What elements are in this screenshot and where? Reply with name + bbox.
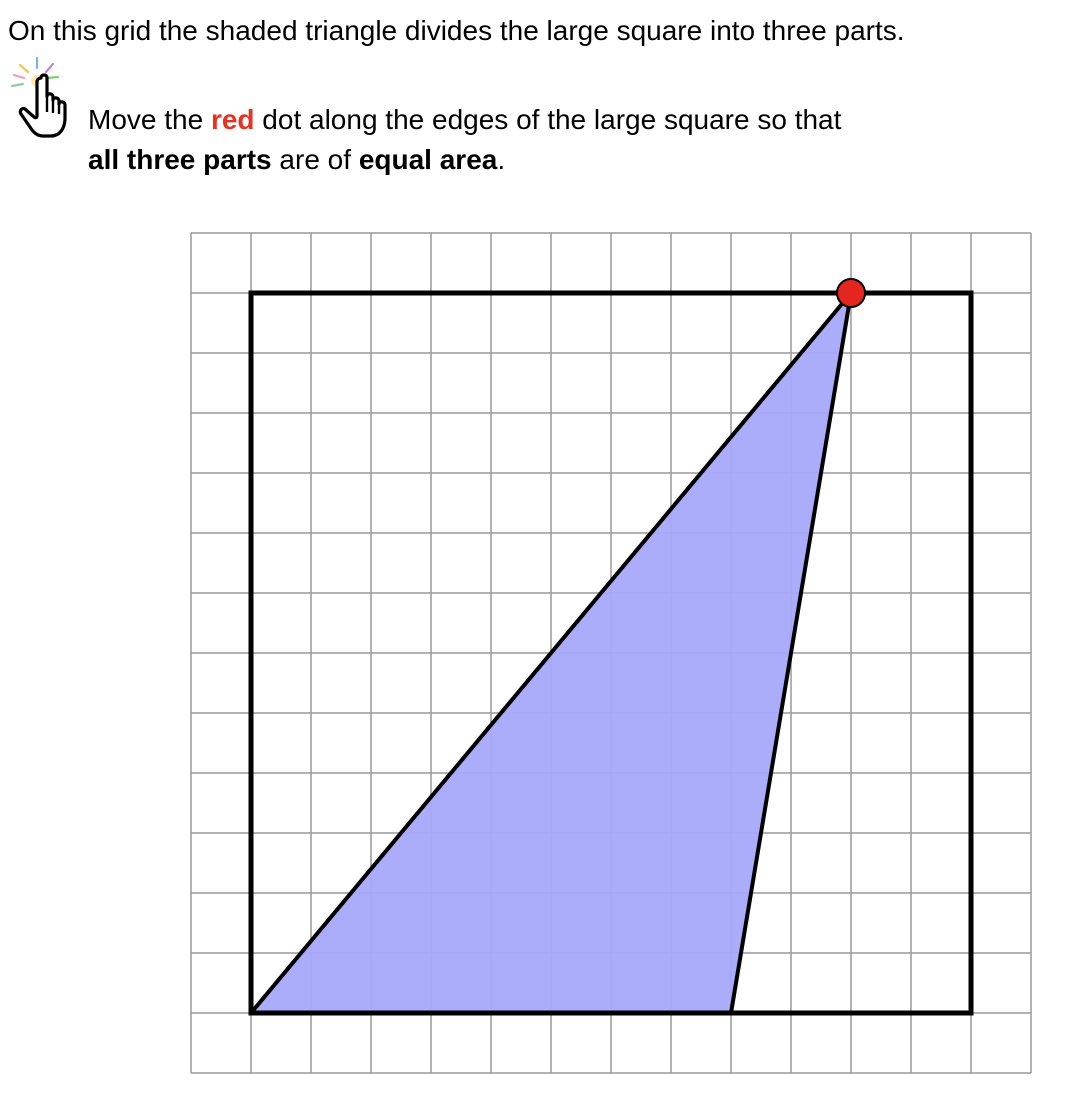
- instruction-line-1: Move the red dot along the edges of the …: [88, 100, 841, 140]
- instruction-part-3: are of: [271, 144, 359, 175]
- equal-area-text: equal area: [358, 144, 498, 175]
- red-dot-handle[interactable]: [836, 278, 866, 308]
- instruction-text: Move the red dot along the edges of the …: [88, 100, 841, 180]
- shaded-triangle: [249, 291, 853, 1015]
- instruction-part-2: dot along the edges of the large square …: [254, 104, 842, 135]
- pointing-hand-icon: [10, 56, 67, 138]
- intro-text: On this grid the shaded triangle divides…: [8, 15, 905, 46]
- red-word: red: [210, 104, 255, 135]
- instruction-part-4: .: [497, 144, 506, 175]
- instruction-part-1: Move the: [88, 104, 211, 135]
- all-three-parts-text: all three parts: [88, 144, 272, 175]
- instruction-line-2: all three parts are of equal area.: [88, 140, 841, 180]
